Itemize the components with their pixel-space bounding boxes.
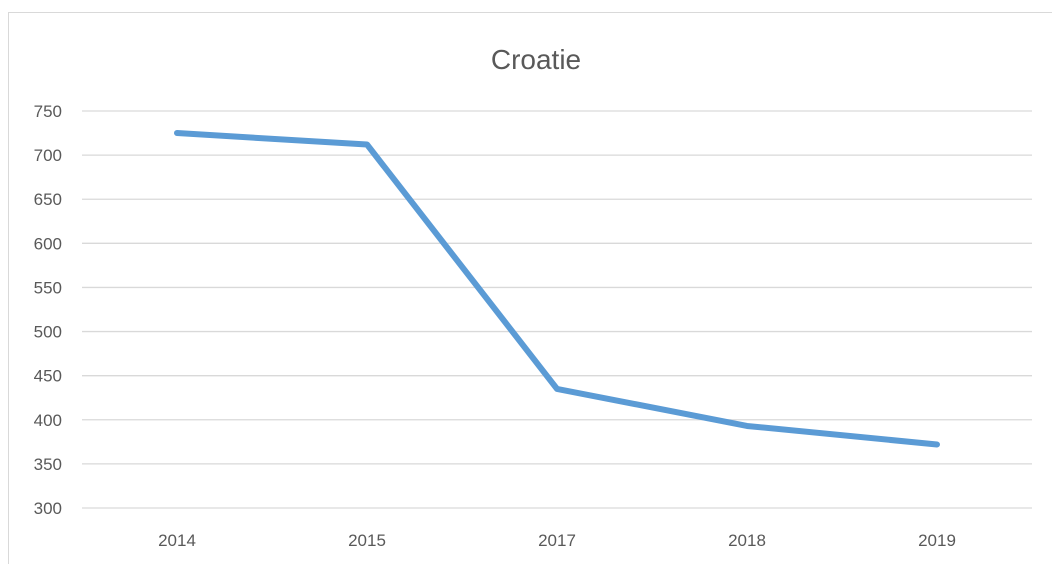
y-tick-label: 650 [34, 190, 62, 209]
x-tick-label: 2019 [918, 531, 956, 550]
y-tick-label: 550 [34, 278, 62, 297]
x-tick-label: 2015 [348, 531, 386, 550]
gridlines [82, 110, 1032, 509]
chart-title: Croatie [491, 44, 581, 75]
y-tick-label: 300 [34, 499, 62, 518]
y-axis: 300 350 400 450 500 550 600 650 700 750 [34, 102, 62, 518]
series-line [174, 130, 940, 448]
series-group [174, 130, 940, 448]
x-tick-label: 2017 [538, 531, 576, 550]
y-tick-label: 450 [34, 367, 62, 386]
x-tick-label: 2014 [158, 531, 196, 550]
y-tick-label: 400 [34, 411, 62, 430]
y-tick-label: 600 [34, 234, 62, 253]
y-tick-label: 750 [34, 102, 62, 121]
y-tick-label: 500 [34, 323, 62, 342]
x-tick-label: 2018 [728, 531, 766, 550]
x-axis: 2014 2015 2017 2018 2019 [158, 531, 956, 550]
y-tick-label: 350 [34, 455, 62, 474]
y-tick-label: 700 [34, 146, 62, 165]
